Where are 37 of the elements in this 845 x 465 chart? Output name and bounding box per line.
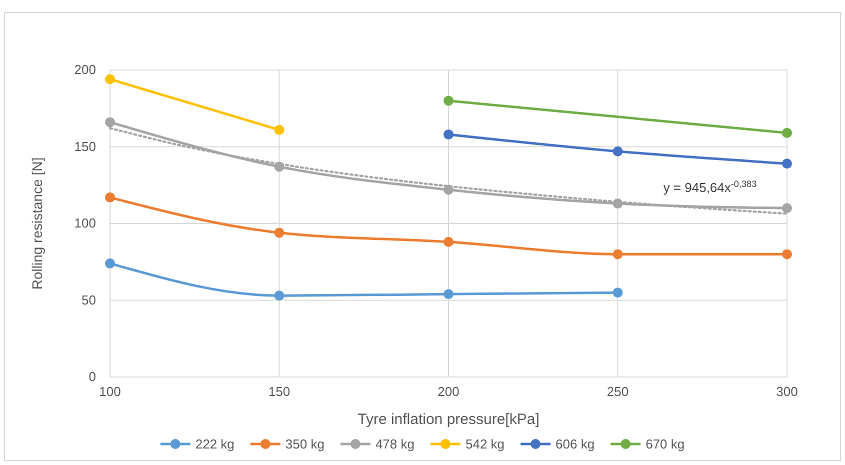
legend-label: 670 kg	[646, 436, 685, 452]
annotation: y = 945,64x$^{-0,383}$	[663, 179, 757, 195]
legend-label: 478 kg	[375, 436, 414, 452]
point	[782, 203, 792, 214]
point	[782, 128, 792, 138]
point	[105, 117, 115, 128]
point	[612, 249, 623, 260]
x-axis-title: Tyre inflation pressure[kPa]	[358, 411, 540, 428]
point	[782, 158, 792, 169]
point	[782, 249, 792, 260]
y-tick-label: 50	[82, 292, 96, 308]
x-tick-label: 100	[99, 384, 121, 400]
y-tick-label: 150	[74, 138, 96, 154]
legend-label: 542 kg	[466, 436, 505, 452]
point	[444, 96, 454, 106]
point	[105, 258, 115, 268]
point	[274, 228, 284, 238]
x-tick-label: 300	[776, 384, 798, 400]
point	[444, 289, 454, 300]
point	[444, 129, 454, 140]
point	[105, 74, 115, 84]
point	[612, 288, 623, 298]
point	[444, 236, 454, 247]
point	[612, 146, 623, 156]
y-tick-label: 0	[88, 369, 96, 384]
x-tick-label: 200	[438, 384, 460, 400]
y-axis-title: Rolling resistance [N]	[29, 157, 45, 290]
point	[274, 290, 284, 301]
y-tick-label: 100	[74, 216, 96, 231]
x-tick-label: 250	[606, 384, 629, 400]
legend-label: 350 kg	[285, 436, 324, 452]
legend-label: 222 kg	[195, 436, 234, 452]
y-tick-label: 200	[74, 62, 96, 78]
legend-label: 606 kg	[556, 436, 595, 452]
point	[274, 124, 284, 135]
point	[105, 192, 115, 202]
x-tick-label: 150	[268, 384, 290, 400]
